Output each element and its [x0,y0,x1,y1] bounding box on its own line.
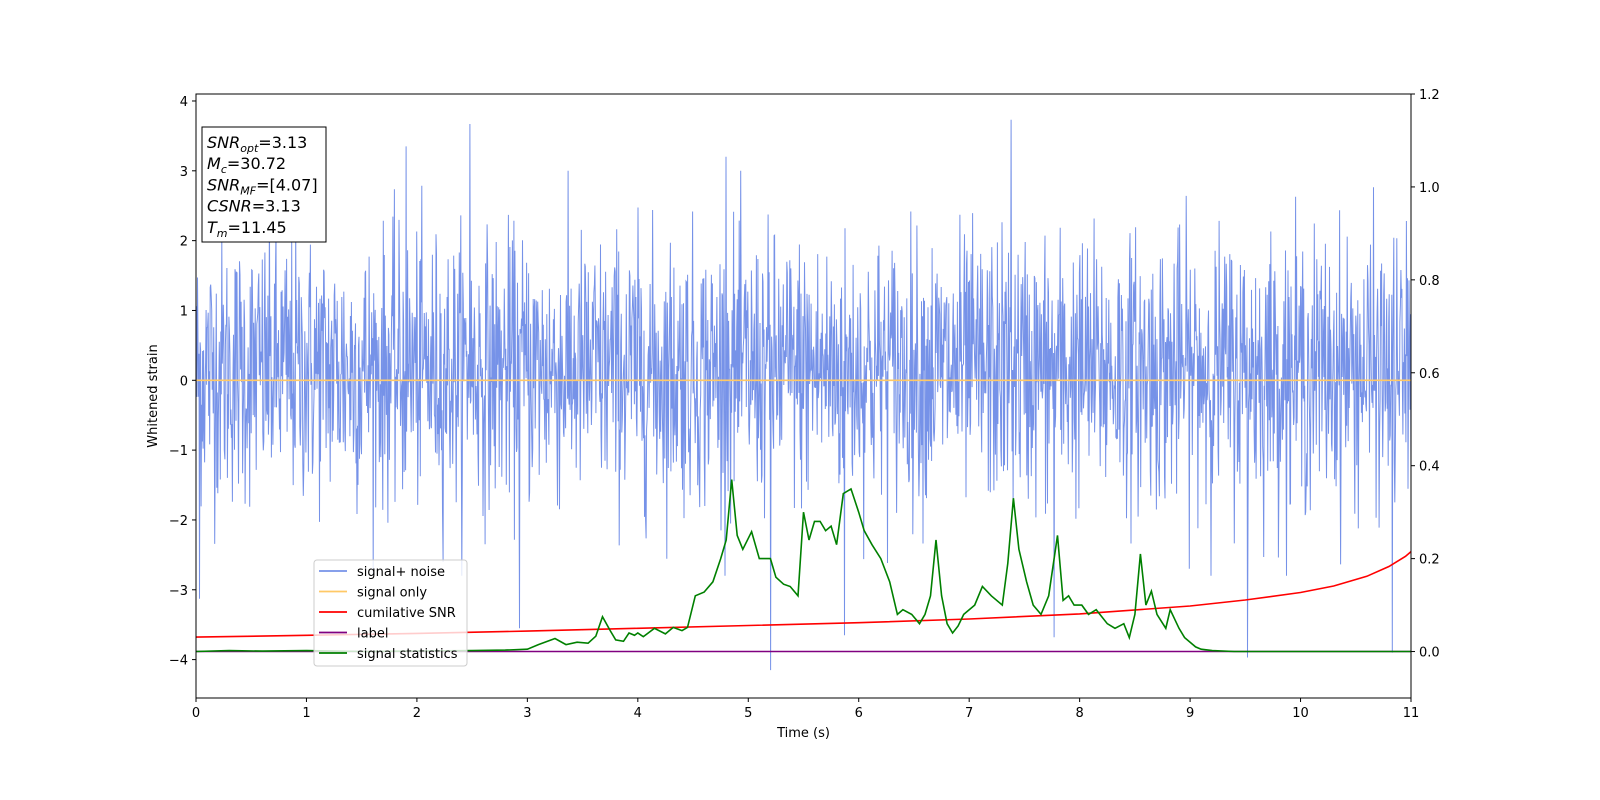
info-line: CSNR=3.13 [207,197,301,216]
info-line: Mc=30.72 [207,154,286,176]
info-line: SNRopt=3.13 [207,133,307,155]
series-line-cumilative-snr [195,550,1412,638]
y-tick-label: 1 [180,304,188,319]
legend-label: signal only [357,586,427,601]
x-tick-label: 10 [1292,706,1309,721]
y-tick-label: −4 [169,654,188,669]
info-box: SNRopt=3.13Mc=30.72SNRMF=[4.07]CSNR=3.13… [201,126,327,243]
axis-ticks: 0 1 2 3 4 5 6 7 8 9 10 11 −4 −3 −2 −1 0 1 2 3 4 0.0 0.2 0.4 0.6 0… [169,88,1440,721]
y-tick-label: 4 [180,95,188,110]
info-line: Tm=11.45 [207,218,287,240]
x-tick-label: 11 [1403,706,1420,721]
x-tick-label: 4 [634,706,642,721]
x-tick-label: 6 [855,706,863,721]
y-axis-label: Whitened strain [146,344,161,447]
plot-frame [195,93,1412,699]
info-line: SNRMF=[4.07] [207,175,318,197]
series-line-signal-statistics [195,479,1411,653]
y2-tick-label: 1.0 [1419,181,1440,196]
x-tick-label: 2 [413,706,421,721]
legend-label: signal+ noise [357,565,445,580]
legend-frame [313,559,468,667]
y2-tick-label: 0.6 [1419,367,1440,382]
x-tick-label: 7 [965,706,973,721]
y2-tick-label: 0.2 [1419,553,1440,568]
legend-label: label [357,627,388,642]
x-tick-label: 5 [744,706,752,721]
x-tick-label: 0 [192,706,200,721]
x-tick-label: 8 [1075,706,1083,721]
y-tick-label: 3 [180,165,188,180]
info-box-frame [201,126,327,243]
y2-tick-label: 1.2 [1419,88,1440,103]
y2-tick-label: 0.8 [1419,274,1440,289]
y-tick-label: −2 [169,514,188,529]
signal-noise-line [195,119,1412,671]
y-tick-label: −1 [169,444,188,459]
legend-label: cumilative SNR [357,606,456,621]
y-tick-label: 0 [180,374,188,389]
x-axis-label: Time (s) [776,726,830,741]
signal-noise-series [195,119,1412,671]
x-tick-label: 9 [1186,706,1194,721]
x-tick-label: 1 [302,706,310,721]
x-tick-label: 3 [523,706,531,721]
legend: signal+ noise signal only cumilative SNR la… [313,559,468,667]
legend-label: signal statistics [357,647,458,662]
y-tick-label: −3 [169,584,188,599]
y2-tick-label: 0.4 [1419,460,1440,475]
y-tick-label: 2 [180,235,188,250]
y2-tick-label: 0.0 [1419,646,1440,661]
